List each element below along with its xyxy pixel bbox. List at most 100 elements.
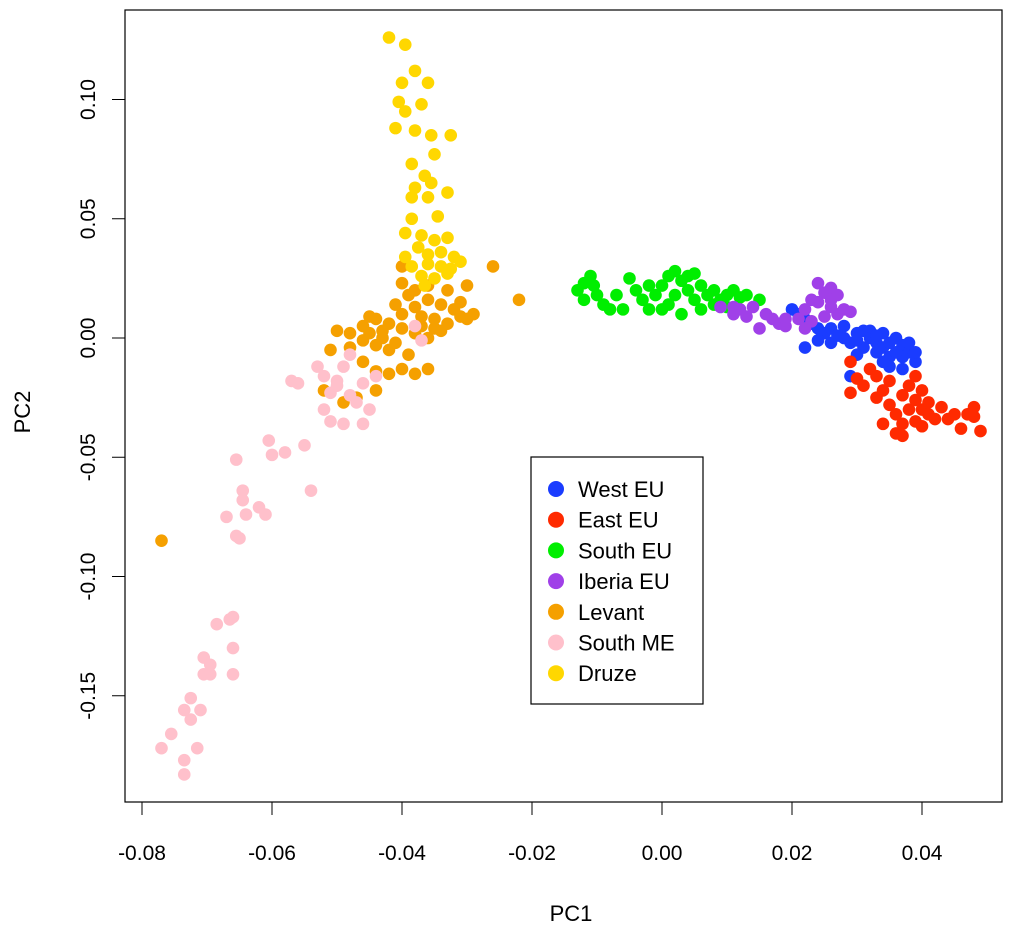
point-south-eu bbox=[636, 293, 649, 307]
point-levant bbox=[369, 338, 383, 352]
point-south-eu bbox=[577, 293, 591, 307]
point-south-eu bbox=[694, 303, 708, 316]
y-tick-label: -0.15 bbox=[77, 672, 100, 720]
point-druze bbox=[454, 255, 467, 268]
point-south-me bbox=[343, 348, 357, 361]
x-tick-label: -0.02 bbox=[508, 842, 556, 865]
point-iberia-eu bbox=[740, 310, 753, 323]
point-iberia-eu bbox=[818, 310, 831, 323]
y-tick-label: 0.00 bbox=[77, 318, 100, 359]
point-south-eu bbox=[694, 279, 708, 292]
legend-label: East EU bbox=[578, 508, 659, 533]
point-south-me bbox=[298, 439, 311, 452]
point-south-me bbox=[229, 453, 243, 466]
point-south-me bbox=[220, 510, 233, 524]
point-east-eu bbox=[954, 422, 968, 435]
point-druze bbox=[428, 272, 441, 285]
point-south-me bbox=[265, 448, 279, 462]
point-south-me bbox=[259, 508, 272, 521]
point-west-eu bbox=[850, 334, 864, 347]
x-tick-label: -0.08 bbox=[118, 842, 166, 865]
point-south-eu bbox=[603, 303, 617, 316]
point-south-me bbox=[226, 641, 240, 655]
legend-swatch bbox=[548, 511, 564, 528]
point-east-eu bbox=[935, 400, 948, 414]
point-druze bbox=[441, 186, 454, 199]
x-tick-label: 0.04 bbox=[902, 842, 943, 865]
point-west-eu bbox=[824, 336, 838, 350]
point-levant bbox=[408, 300, 422, 314]
point-levant bbox=[434, 298, 448, 311]
point-west-eu bbox=[909, 355, 922, 369]
point-druze bbox=[418, 279, 432, 292]
point-druze bbox=[408, 64, 422, 78]
legend-swatch bbox=[548, 665, 564, 682]
point-east-eu bbox=[844, 355, 857, 369]
point-levant bbox=[441, 284, 454, 297]
point-south-eu bbox=[649, 288, 662, 302]
point-south-me bbox=[177, 768, 191, 781]
legend-swatch bbox=[548, 573, 564, 590]
point-druze bbox=[405, 212, 419, 226]
y-tick-label: -0.05 bbox=[77, 433, 100, 481]
point-levant bbox=[402, 348, 415, 361]
point-druze bbox=[405, 157, 419, 171]
point-south-eu bbox=[590, 288, 604, 302]
y-axis-label: PC2 bbox=[10, 391, 35, 434]
point-levant bbox=[330, 324, 344, 338]
point-levant bbox=[512, 293, 526, 307]
point-levant bbox=[369, 384, 383, 397]
point-east-eu bbox=[870, 369, 883, 383]
point-south-me bbox=[210, 617, 224, 631]
point-druze bbox=[398, 38, 412, 51]
point-east-eu bbox=[844, 386, 857, 400]
point-south-eu bbox=[584, 269, 597, 283]
point-east-eu bbox=[883, 398, 896, 412]
y-tick-label: -0.10 bbox=[77, 553, 100, 601]
point-druze bbox=[415, 269, 428, 283]
point-druze bbox=[421, 76, 435, 90]
point-druze bbox=[392, 95, 406, 109]
point-levant bbox=[389, 298, 402, 311]
point-east-eu bbox=[902, 379, 916, 393]
point-south-me bbox=[229, 529, 243, 543]
point-iberia-eu bbox=[824, 293, 838, 307]
point-east-eu bbox=[876, 384, 890, 397]
point-levant bbox=[356, 355, 370, 369]
point-east-eu bbox=[902, 403, 916, 416]
point-iberia-eu bbox=[779, 312, 792, 326]
point-levant bbox=[356, 334, 370, 347]
point-levant bbox=[363, 310, 376, 323]
point-south-me bbox=[184, 713, 198, 726]
y-axis: -0.15 -0.10 -0.05 0.00 0.05 0.10 bbox=[77, 79, 126, 720]
point-south-me bbox=[226, 610, 240, 624]
y-tick-label: 0.05 bbox=[77, 198, 100, 239]
point-druze bbox=[424, 128, 438, 142]
point-south-eu bbox=[629, 284, 643, 297]
point-levant bbox=[402, 288, 415, 302]
point-south-eu bbox=[681, 284, 695, 297]
point-levant bbox=[421, 293, 435, 307]
points-layer bbox=[155, 31, 987, 781]
point-levant bbox=[434, 324, 448, 338]
point-west-eu bbox=[876, 355, 890, 369]
point-south-me bbox=[350, 396, 363, 409]
point-south-me bbox=[184, 691, 198, 705]
point-west-eu bbox=[798, 341, 812, 354]
point-druze bbox=[408, 181, 422, 195]
point-west-eu bbox=[889, 346, 903, 359]
point-druze bbox=[444, 128, 458, 142]
point-south-me bbox=[194, 703, 207, 717]
point-druze bbox=[415, 97, 428, 111]
legend-swatch bbox=[548, 542, 564, 559]
point-iberia-eu bbox=[811, 295, 825, 309]
point-east-eu bbox=[889, 408, 903, 421]
point-druze bbox=[411, 241, 425, 254]
legend-label: Iberia EU bbox=[578, 569, 670, 594]
point-levant bbox=[486, 260, 500, 273]
point-south-eu bbox=[668, 264, 682, 278]
point-druze bbox=[421, 248, 435, 261]
point-west-eu bbox=[870, 346, 883, 359]
point-druze bbox=[398, 226, 412, 240]
point-south-me bbox=[226, 667, 240, 681]
